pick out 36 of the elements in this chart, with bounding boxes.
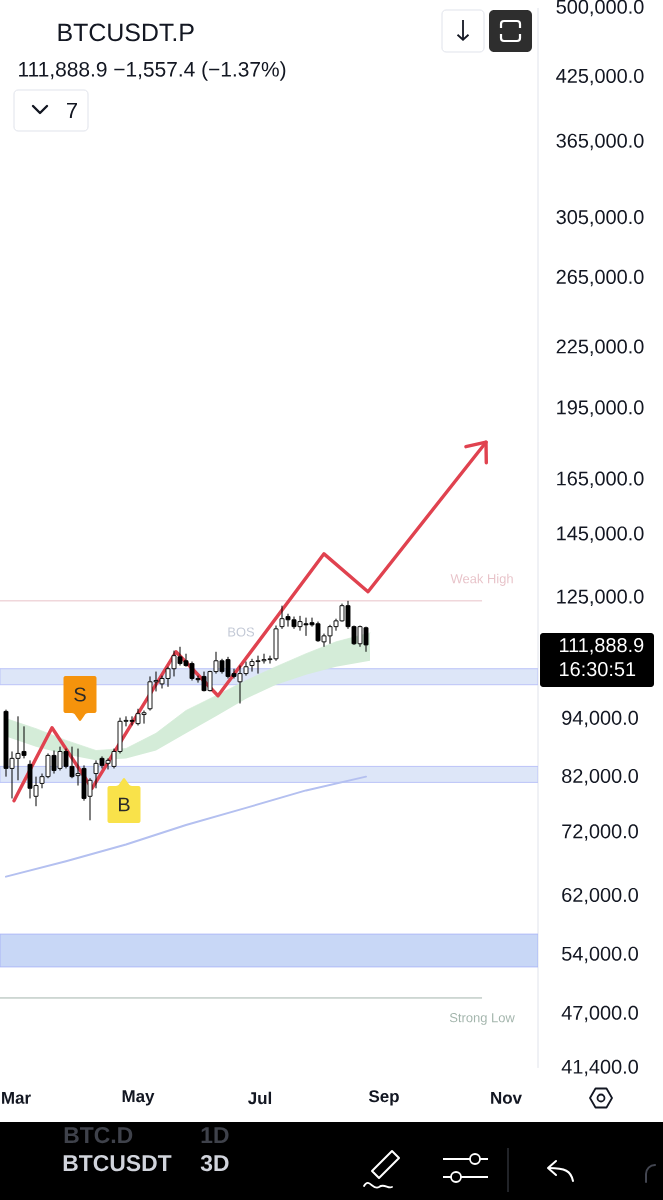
y-tick-label: 82,000.0 [562, 768, 638, 786]
y-tick-label: 145,000.0 [557, 526, 644, 543]
text: 3D [200, 1155, 229, 1172]
y-tick-label: 500,000.0 [556, 0, 644, 17]
y-tick-label: 265,000.0 [556, 269, 644, 287]
y-tick-label: 225,000.0 [556, 339, 644, 356]
annotation: B [119, 797, 130, 812]
y-tick-label: 62,000.0 [562, 887, 638, 905]
annotation: S [74, 687, 86, 702]
x-tick-label: Mar [2, 1092, 31, 1104]
y-tick-label: 365,000.0 [556, 133, 644, 151]
annotation: 7 [67, 102, 77, 118]
text: 16:30:51 [560, 662, 636, 677]
ref-line-label: Weak High [450, 573, 513, 586]
y-tick-label: 305,000.0 [556, 210, 644, 227]
x-tick-label: Jul [248, 1091, 272, 1105]
y-tick-label: 54,000.0 [562, 946, 638, 964]
x-tick-label: Nov [491, 1092, 522, 1104]
text: 111,888.9 [560, 638, 644, 655]
y-tick-label: 94,000.0 [562, 710, 638, 728]
y-tick-label: 195,000.0 [557, 400, 644, 417]
x-tick-label: Sep [368, 1090, 399, 1106]
y-tick-label: 125,000.0 [557, 589, 644, 606]
y-tick-label: 425,000.0 [556, 68, 644, 86]
y-tick-label: 47,000.0 [561, 1005, 638, 1023]
y-tick-label: 41,400.0 [561, 1059, 638, 1077]
ref-line-label: Strong Low [449, 1013, 515, 1025]
annotation: BOS [228, 627, 255, 637]
x-tick-label: May [122, 1090, 155, 1106]
text: 111,888.9 −1,557.4 (−1.37%) [19, 61, 286, 81]
chart-title: BTCUSDT.P [58, 23, 194, 42]
text: BTC.D [64, 1127, 133, 1144]
y-tick-label: 165,000.0 [557, 471, 644, 488]
text: 1D [201, 1127, 229, 1143]
text: BTCUSDT [63, 1155, 172, 1172]
y-tick-label: 72,000.0 [562, 824, 638, 841]
